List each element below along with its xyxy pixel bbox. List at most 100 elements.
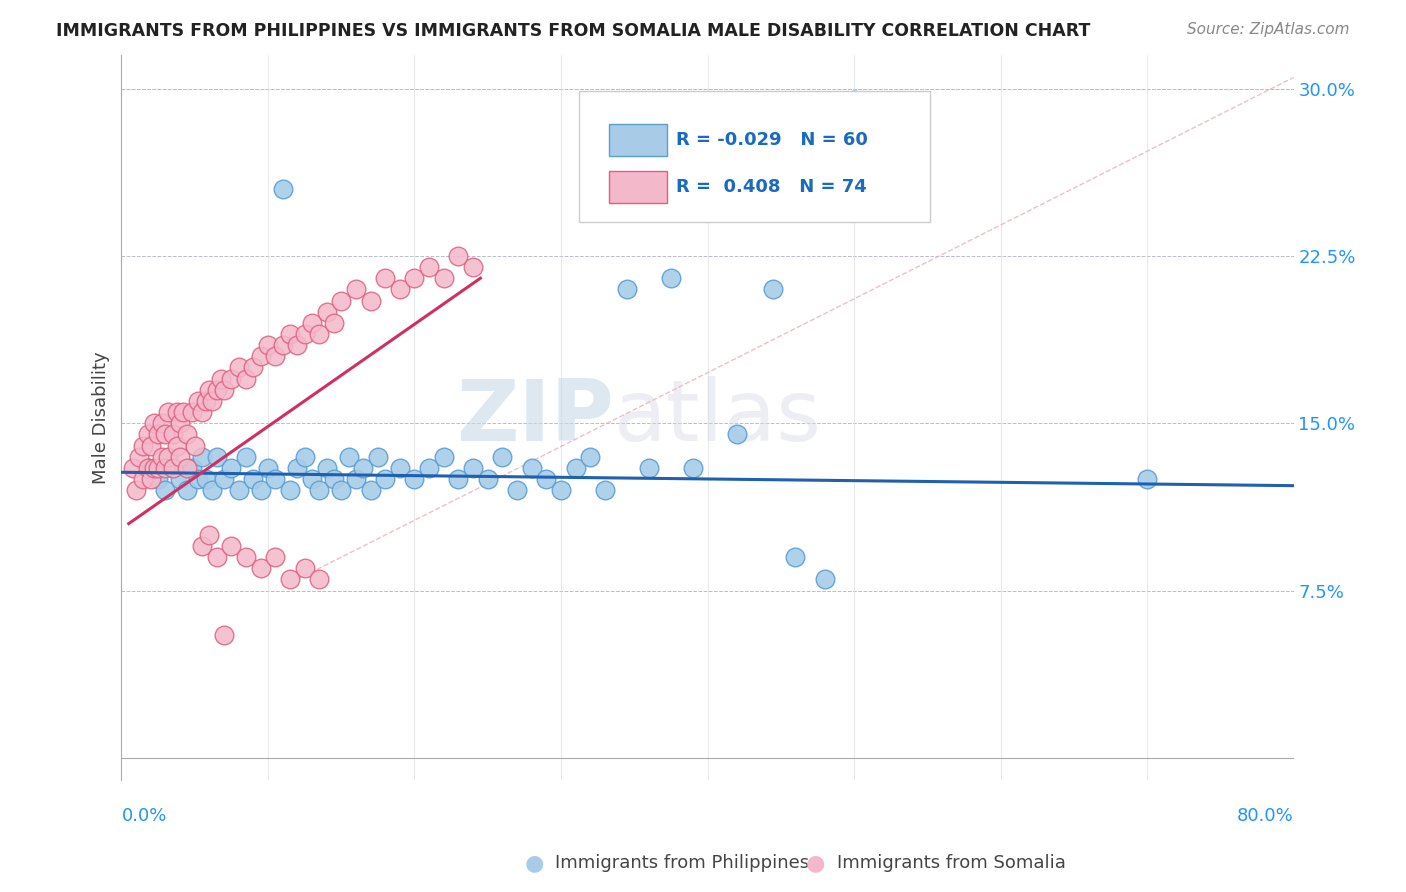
Point	[257, 460, 280, 475]
Point	[249, 483, 271, 497]
Point	[176, 460, 198, 475]
Point	[205, 450, 228, 464]
Point	[271, 338, 294, 352]
Point	[337, 450, 360, 464]
Point	[593, 483, 616, 497]
Point	[195, 393, 218, 408]
Point	[330, 293, 353, 308]
Text: 80.0%: 80.0%	[1237, 807, 1294, 825]
Point	[228, 483, 250, 497]
Point	[201, 483, 224, 497]
Point	[212, 383, 235, 397]
Point	[136, 460, 159, 475]
Y-axis label: Male Disability: Male Disability	[93, 351, 110, 484]
Point	[221, 371, 243, 385]
Point	[659, 271, 682, 285]
Point	[447, 472, 470, 486]
Point	[235, 371, 257, 385]
Point	[285, 338, 308, 352]
Point	[536, 472, 558, 486]
Point	[162, 460, 184, 475]
Point	[146, 472, 169, 486]
Point	[315, 304, 337, 318]
Point	[136, 460, 159, 475]
Point	[152, 450, 174, 464]
Point	[616, 282, 638, 296]
Point	[506, 483, 529, 497]
Point	[212, 472, 235, 486]
Text: ●: ●	[524, 854, 544, 873]
Point	[322, 472, 344, 486]
Point	[404, 271, 426, 285]
Point	[520, 460, 543, 475]
Point	[166, 405, 188, 419]
Point	[180, 405, 202, 419]
Point	[842, 93, 865, 107]
Point	[132, 472, 155, 486]
Point	[152, 416, 174, 430]
Point	[142, 416, 165, 430]
Point	[294, 561, 316, 575]
Point	[157, 405, 180, 419]
Point	[638, 460, 661, 475]
Point	[187, 472, 209, 486]
Point	[360, 483, 382, 497]
Point	[191, 450, 214, 464]
Point	[367, 450, 389, 464]
Point	[146, 460, 169, 475]
Point	[447, 249, 470, 263]
Text: ZIP: ZIP	[456, 376, 614, 459]
Point	[139, 472, 162, 486]
Point	[315, 460, 337, 475]
Text: Immigrants from Philippines: Immigrants from Philippines	[555, 855, 810, 872]
Point	[209, 371, 232, 385]
FancyBboxPatch shape	[579, 91, 931, 222]
Point	[242, 360, 264, 375]
Text: Immigrants from Somalia: Immigrants from Somalia	[837, 855, 1066, 872]
Point	[477, 472, 499, 486]
Point	[146, 427, 169, 442]
Point	[172, 405, 194, 419]
Point	[169, 416, 191, 430]
Point	[814, 573, 837, 587]
Point	[228, 360, 250, 375]
Point	[433, 271, 456, 285]
Text: atlas: atlas	[614, 376, 821, 459]
Point	[491, 450, 513, 464]
Point	[264, 549, 287, 564]
Point	[235, 450, 257, 464]
Point	[418, 460, 440, 475]
Point	[682, 460, 704, 475]
Point	[344, 472, 367, 486]
FancyBboxPatch shape	[609, 171, 666, 203]
Point	[388, 282, 411, 296]
Text: R = -0.029   N = 60: R = -0.029 N = 60	[676, 131, 868, 149]
Point	[155, 460, 177, 475]
Point	[294, 450, 316, 464]
Text: IMMIGRANTS FROM PHILIPPINES VS IMMIGRANTS FROM SOMALIA MALE DISABILITY CORRELATI: IMMIGRANTS FROM PHILIPPINES VS IMMIGRANT…	[56, 22, 1091, 40]
FancyBboxPatch shape	[609, 124, 666, 156]
Point	[198, 527, 221, 541]
Point	[249, 349, 271, 363]
Point	[278, 483, 301, 497]
Point	[785, 549, 807, 564]
Point	[330, 483, 353, 497]
Point	[191, 539, 214, 553]
Point	[374, 271, 396, 285]
Point	[221, 460, 243, 475]
Point	[308, 326, 330, 341]
Point	[136, 427, 159, 442]
Point	[122, 460, 145, 475]
Point	[125, 483, 148, 497]
Point	[285, 460, 308, 475]
Point	[461, 260, 484, 274]
Point	[550, 483, 572, 497]
Point	[762, 282, 785, 296]
Point	[242, 472, 264, 486]
Point	[308, 483, 330, 497]
Point	[195, 472, 218, 486]
Point	[344, 282, 367, 296]
Point	[221, 539, 243, 553]
Point	[212, 628, 235, 642]
Point	[169, 450, 191, 464]
